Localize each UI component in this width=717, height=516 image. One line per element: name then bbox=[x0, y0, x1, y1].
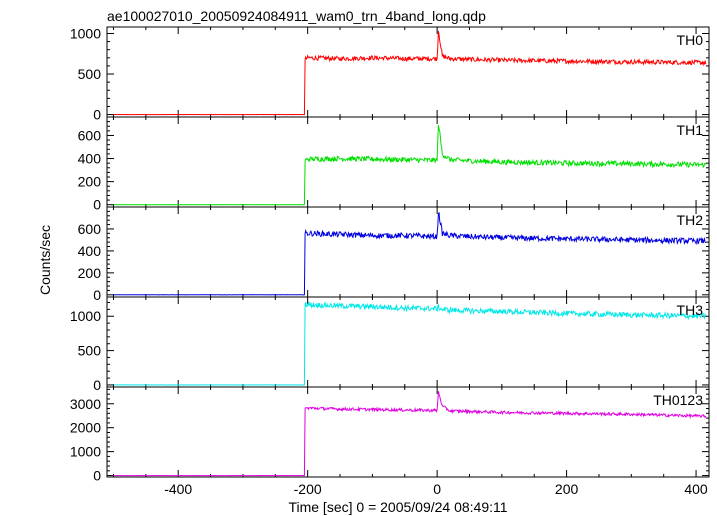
x-tick-label: -400 bbox=[164, 481, 192, 497]
x-axis-label: Time [sec] 0 = 2005/09/24 08:49:11 bbox=[288, 499, 507, 515]
y-tick-label: 0 bbox=[93, 468, 101, 484]
x-tick-label: 0 bbox=[433, 481, 441, 497]
y-tick-label: 500 bbox=[78, 343, 102, 359]
series-line-th2 bbox=[113, 211, 707, 296]
panel-th1: 0 200 400 600 TH1 bbox=[78, 116, 710, 213]
panel-label: TH3 bbox=[677, 302, 704, 318]
panel-th0123: 0 1000 2000 3000 TH0123 bbox=[70, 386, 710, 484]
series-line-th1 bbox=[113, 124, 707, 206]
series-line-th0 bbox=[113, 30, 707, 116]
panel-th2: 0 200 400 600 TH2 bbox=[78, 206, 710, 303]
y-tick-label: 0 bbox=[93, 287, 101, 303]
y-tick-label: 600 bbox=[78, 127, 102, 143]
y-tick-label: 0 bbox=[93, 197, 101, 213]
panel-label: TH0123 bbox=[653, 392, 703, 408]
panels-group: 0 500 1000 TH0 0 200 400 600 TH1 0 200 400 600 TH2 0 50… bbox=[70, 25, 710, 497]
series-line-th3 bbox=[113, 300, 706, 386]
y-tick-label: 600 bbox=[78, 221, 102, 237]
panel-label: TH1 bbox=[677, 122, 704, 138]
y-axis-label: Counts/sec bbox=[37, 225, 53, 295]
y-tick-label: 200 bbox=[78, 265, 102, 281]
y-tick-label: 500 bbox=[78, 66, 102, 82]
y-tick-label: 200 bbox=[78, 174, 102, 190]
panel-label: TH2 bbox=[677, 212, 704, 228]
series-line-th0123 bbox=[113, 391, 707, 477]
y-tick-label: 400 bbox=[78, 151, 102, 167]
chart-title: ae100027010_20050924084911_wam0_trn_4ban… bbox=[107, 8, 486, 24]
y-tick-label: 400 bbox=[78, 243, 102, 259]
y-tick-label: 3000 bbox=[70, 396, 101, 412]
y-tick-label: 2000 bbox=[70, 420, 101, 436]
y-tick-label: 1000 bbox=[70, 308, 101, 324]
y-tick-label: 0 bbox=[93, 377, 101, 393]
x-tick-label: 200 bbox=[555, 481, 579, 497]
panel-label: TH0 bbox=[677, 32, 704, 48]
x-tick-label: 400 bbox=[684, 481, 708, 497]
y-tick-label: 1000 bbox=[70, 25, 101, 41]
x-tick-label: -200 bbox=[294, 481, 322, 497]
y-tick-label: 1000 bbox=[70, 444, 101, 460]
y-tick-label: 0 bbox=[93, 107, 101, 123]
